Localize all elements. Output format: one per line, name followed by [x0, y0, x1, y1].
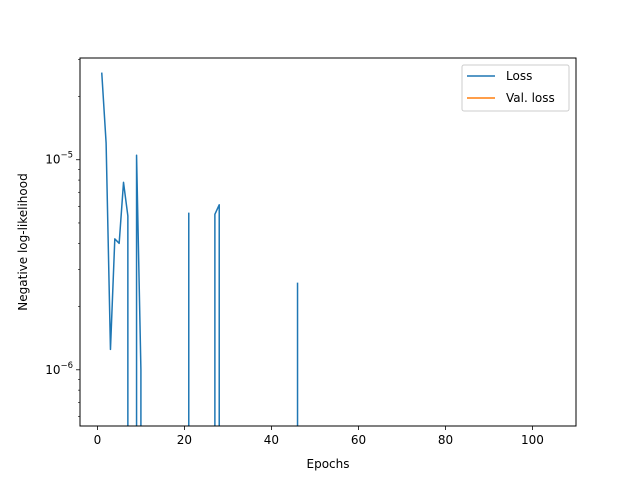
legend: Loss Val. loss [461, 64, 570, 112]
y-axis-label: Negative log-likelihood [16, 173, 30, 310]
series-line-loss [214, 204, 220, 426]
x-tick-label: 60 [351, 433, 366, 447]
x-tick-label: 20 [177, 433, 192, 447]
legend-label-val-loss: Val. loss [506, 91, 555, 105]
y-tick-label: 10−5 [45, 151, 73, 167]
y-tick-label: 10−6 [45, 361, 73, 377]
legend-label-loss: Loss [506, 69, 532, 83]
plot-background [80, 58, 576, 426]
series-line-loss [101, 72, 129, 426]
plot-frame [79, 57, 577, 427]
series-layer [101, 72, 299, 426]
x-axis-label: Epochs [307, 457, 350, 471]
y-axis: 10−6 10−5 [45, 59, 80, 417]
x-tick-label: 40 [264, 433, 279, 447]
x-tick-label: 100 [521, 433, 544, 447]
x-tick-label: 0 [94, 433, 102, 447]
x-axis: 0 20 40 60 80 100 [94, 426, 544, 447]
series-line-loss [135, 154, 142, 426]
x-tick-label: 80 [438, 433, 453, 447]
